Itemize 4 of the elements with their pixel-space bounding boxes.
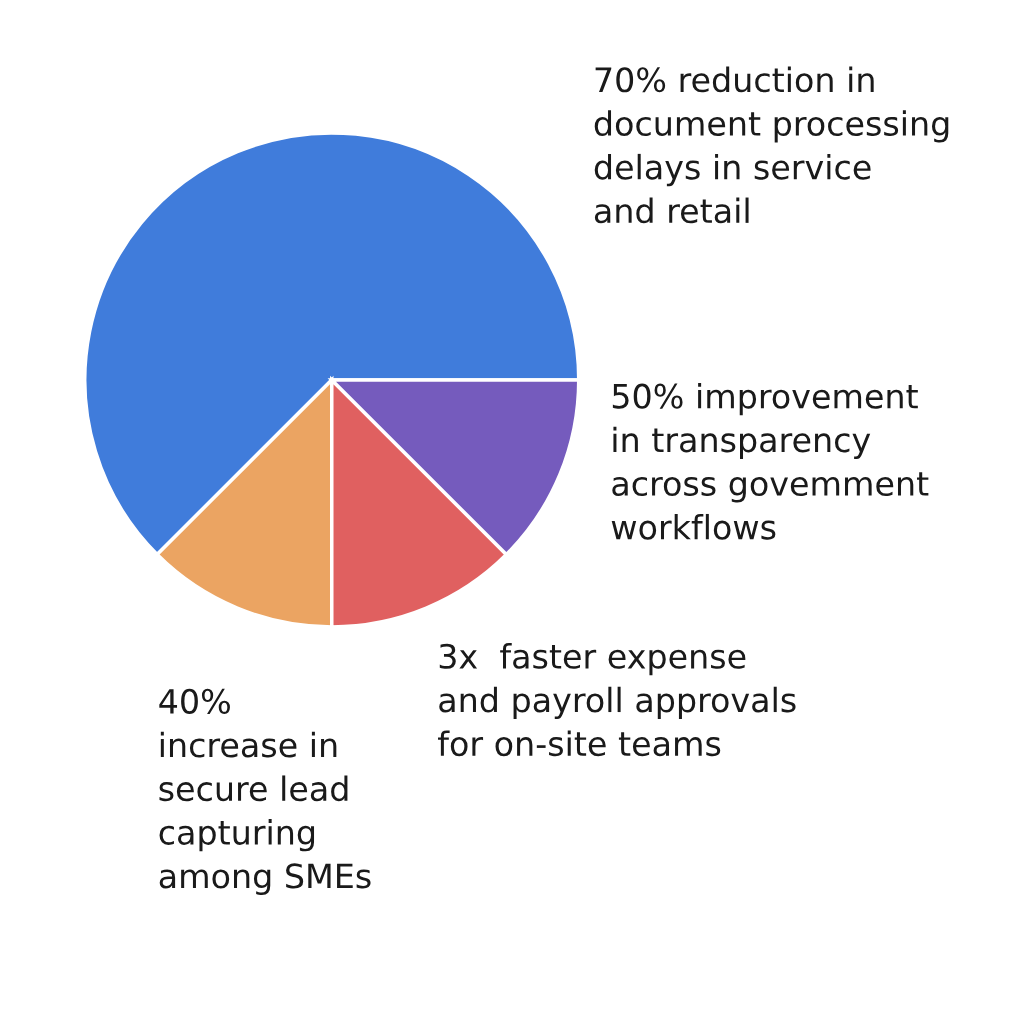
slice-label: 40% increase in secure lead capturing among SMEs: [159, 688, 371, 896]
slice-label: 50% improvement in transparency across govemment workflows: [611, 382, 929, 540]
slice-label: 3x faster expense and payroll approvals for on-site teams: [438, 643, 796, 757]
slice-label: 70% reduction in document processing delays in service and retail: [594, 66, 949, 224]
